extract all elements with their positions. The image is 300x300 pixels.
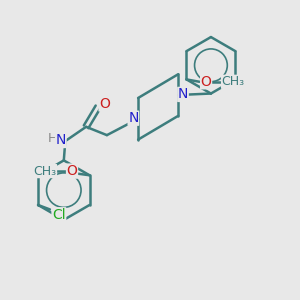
- Text: O: O: [99, 97, 110, 111]
- Text: Cl: Cl: [52, 208, 66, 222]
- Text: N: N: [56, 134, 66, 148]
- Text: O: O: [201, 75, 212, 89]
- Text: CH₃: CH₃: [33, 165, 56, 178]
- Text: N: N: [178, 87, 188, 101]
- Text: N: N: [128, 111, 139, 125]
- Text: H: H: [48, 132, 58, 145]
- Text: O: O: [67, 164, 77, 178]
- Text: CH₃: CH₃: [222, 75, 245, 88]
